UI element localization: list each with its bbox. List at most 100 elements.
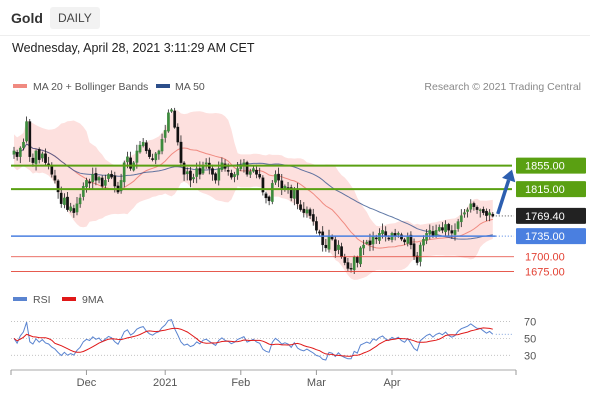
candle-body xyxy=(91,174,95,183)
candle-body xyxy=(163,130,167,138)
candle-body xyxy=(296,188,299,204)
candle-body xyxy=(371,236,375,245)
candle-body xyxy=(277,173,280,181)
candle xyxy=(63,193,66,209)
chart-header: Gold DAILY xyxy=(0,0,590,36)
candle xyxy=(447,222,451,237)
last-price-label: 1769.40 xyxy=(525,211,565,223)
candle xyxy=(488,209,491,222)
candle xyxy=(15,149,19,161)
ma20-legend-label: MA 20 + Bollinger Bands xyxy=(33,81,148,93)
candle-body xyxy=(72,208,76,213)
candle xyxy=(185,167,189,181)
candle xyxy=(481,206,485,216)
candle-body xyxy=(488,212,491,216)
candle-body xyxy=(418,244,422,262)
candle-body xyxy=(103,180,107,186)
candle-body xyxy=(478,209,482,211)
candle-body xyxy=(441,227,444,231)
candle-body xyxy=(365,241,369,244)
candle-body xyxy=(261,177,265,193)
candle xyxy=(110,170,113,180)
candle xyxy=(151,153,154,162)
candle xyxy=(403,237,406,246)
candle-body xyxy=(141,141,145,146)
candle xyxy=(409,231,413,250)
candle xyxy=(299,200,302,212)
candle-body xyxy=(75,203,79,213)
candle-body xyxy=(12,150,16,155)
candle xyxy=(34,149,38,171)
candle xyxy=(422,235,425,252)
candle xyxy=(157,149,161,160)
candle xyxy=(97,176,101,184)
candle xyxy=(167,109,170,133)
candle xyxy=(44,148,47,166)
candle xyxy=(12,146,16,159)
candle-body xyxy=(349,268,353,270)
candle-body xyxy=(69,206,73,211)
candle-body xyxy=(437,227,441,231)
candle-body xyxy=(415,255,419,263)
x-tick-label: Mar xyxy=(307,377,326,389)
candle-body xyxy=(434,230,438,237)
candle-body xyxy=(428,230,432,235)
candle xyxy=(154,152,158,165)
candle xyxy=(441,222,444,234)
candle-body xyxy=(330,236,334,240)
candle-body xyxy=(359,247,362,265)
candle-body xyxy=(25,121,28,142)
candle-body xyxy=(258,174,262,178)
candle xyxy=(78,193,82,208)
candle xyxy=(230,169,233,180)
candle xyxy=(204,158,208,169)
key-levels: 1855.00 1815.00 1735.00 1700.00 1675.00 1769.… xyxy=(11,157,586,278)
rsi-ma-legend-label: 9MA xyxy=(82,294,104,306)
candle-body xyxy=(292,188,296,199)
candle-body xyxy=(154,153,158,161)
candle xyxy=(346,258,350,271)
rsi-tick-label: 30 xyxy=(524,350,536,362)
research-credit: Research © 2021 Trading Central xyxy=(424,81,581,93)
forecast-arrow-shaft xyxy=(496,179,511,215)
candle-body xyxy=(97,177,101,181)
candle-body xyxy=(44,153,47,163)
forecast-arrow xyxy=(496,169,516,215)
support-minor-label: 1675.00 xyxy=(525,266,565,278)
candle-body xyxy=(15,152,19,157)
candle-body xyxy=(308,209,312,216)
candle-body xyxy=(472,203,476,207)
candle-body xyxy=(37,149,41,160)
candle xyxy=(459,209,463,228)
resistance-label: 1815.00 xyxy=(525,184,565,196)
candle xyxy=(173,107,177,129)
candle-body xyxy=(333,239,337,251)
candle-body xyxy=(466,209,469,212)
timeframe-button[interactable]: DAILY xyxy=(50,7,100,29)
candle xyxy=(415,252,419,266)
candle-body xyxy=(53,175,57,181)
candle-body xyxy=(469,203,473,210)
rsi-tick-label: 70 xyxy=(524,316,536,328)
candle xyxy=(66,192,69,212)
candle xyxy=(365,239,369,245)
candle xyxy=(475,205,479,214)
support-label: 1735.00 xyxy=(525,231,565,243)
candle xyxy=(252,165,255,173)
rsi-legend-swatch xyxy=(13,297,27,301)
candle-body xyxy=(217,168,221,181)
candle xyxy=(233,171,236,183)
candle xyxy=(192,173,195,183)
candle xyxy=(305,206,309,218)
candle-body xyxy=(248,171,252,175)
candle xyxy=(179,135,183,167)
candle-body xyxy=(302,208,306,213)
candle-body xyxy=(305,209,309,214)
candle xyxy=(491,212,495,218)
candle-body xyxy=(107,174,110,179)
candle-body xyxy=(170,109,173,112)
rsi-pane: 70 50 30 xyxy=(11,316,536,362)
ma50-legend-swatch xyxy=(156,84,170,88)
candle-body xyxy=(40,153,44,159)
